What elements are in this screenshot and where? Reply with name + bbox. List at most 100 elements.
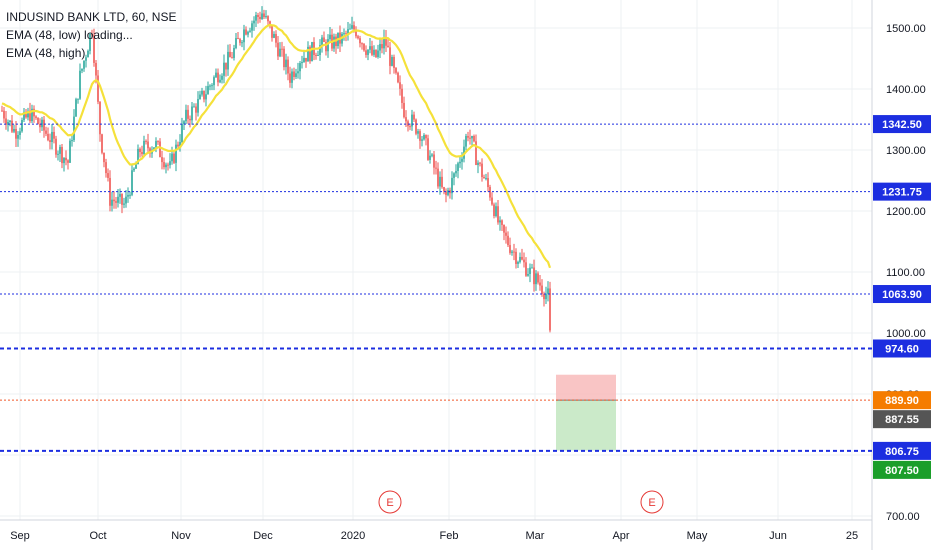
earnings-marker-icon[interactable] (640, 490, 664, 514)
candle-body (153, 147, 155, 150)
candle-body (79, 70, 81, 99)
legend-title: INDUSIND BANK LTD, 60, NSE (6, 10, 177, 24)
candle-body (417, 131, 419, 134)
candle-body (65, 157, 67, 161)
candle-body (129, 194, 131, 196)
candle-body (323, 37, 325, 43)
candle-body (81, 68, 83, 71)
candle-body (333, 36, 335, 49)
candle-body (271, 24, 273, 38)
candle-body (111, 199, 113, 206)
candle-body (175, 144, 177, 163)
candle-body (421, 139, 423, 141)
candle-body (249, 30, 251, 32)
candle-body (7, 121, 9, 125)
candle-body (155, 141, 157, 148)
candle-body (365, 50, 367, 55)
candle-body (109, 177, 111, 206)
candle-body (135, 164, 137, 169)
candle-body (381, 44, 383, 49)
candle-body (423, 135, 425, 140)
candle-body (55, 138, 57, 155)
y-tick-label: 1300.00 (886, 145, 926, 157)
y-tick-label: 1400.00 (886, 84, 926, 96)
candle-body (399, 82, 401, 89)
candle-body (273, 33, 275, 38)
candle-body (477, 162, 479, 165)
candle-body (375, 49, 377, 57)
target-zone[interactable] (556, 400, 616, 451)
price-badge: 807.50 (873, 460, 931, 479)
candle-body (45, 130, 47, 134)
candle-body (69, 140, 71, 163)
candle-body (293, 71, 295, 77)
candle-body (239, 38, 241, 43)
candle-body (439, 176, 441, 187)
candle-body (93, 35, 95, 63)
candle-body (481, 163, 483, 178)
candle-body (157, 141, 159, 143)
x-tick-label: Dec (253, 530, 273, 542)
candle-body (397, 72, 399, 83)
candle-body (409, 126, 411, 128)
candle-body (227, 51, 229, 70)
candle-body (525, 262, 527, 276)
candle-body (517, 261, 519, 264)
candle-body (259, 16, 261, 20)
candle-body (9, 120, 11, 122)
candle-body (543, 293, 545, 300)
candle-body (515, 251, 517, 264)
stop-zone[interactable] (556, 374, 616, 401)
candle-body (125, 196, 127, 204)
candle-body (493, 204, 495, 217)
y-tick-label: 700.00 (886, 511, 920, 523)
candle-body (353, 25, 355, 30)
candle-body (307, 46, 309, 62)
candle-body (359, 38, 361, 44)
candle-body (539, 282, 541, 286)
candle-body (529, 267, 531, 274)
candle-body (149, 148, 151, 154)
earnings-marker-icon[interactable] (378, 490, 402, 514)
candle-body (51, 131, 53, 143)
candle-body (405, 117, 407, 122)
candle-body (367, 49, 369, 55)
legend-ema-low: EMA (48, low) loading... (6, 28, 133, 42)
candle-body (17, 134, 19, 139)
candle-body (319, 45, 321, 55)
candle-body (451, 177, 453, 194)
candle-body (247, 31, 249, 35)
candle-body (235, 38, 237, 48)
candle-body (85, 57, 87, 61)
candle-body (355, 29, 357, 37)
candle-body (77, 98, 79, 100)
x-tick-label: Sep (10, 530, 30, 542)
candle-body (223, 62, 225, 76)
candle-body (453, 173, 455, 178)
candle-body (327, 39, 329, 52)
candle-body (413, 114, 415, 120)
candle-body (533, 267, 535, 285)
candle-body (513, 251, 515, 253)
candle-body (279, 48, 281, 57)
candle-body (503, 224, 505, 233)
candle-body (145, 140, 147, 142)
candle-body (535, 273, 537, 285)
candle-body (197, 98, 199, 113)
candle-body (187, 109, 189, 119)
price-badge: 889.90 (873, 391, 931, 410)
price-badge: 931.65 (872, 365, 932, 385)
candle-body (47, 133, 49, 141)
candle-body (387, 45, 389, 48)
candle-body (461, 158, 463, 162)
price-badge-bg (872, 365, 932, 385)
legend: INDUSIND BANK LTD, 60, NSE EMA (48, low)… (6, 8, 176, 62)
candle-body (189, 118, 191, 121)
candle-body (495, 206, 497, 217)
candle-body (371, 46, 373, 55)
candle-body (245, 29, 247, 35)
candle-body (391, 56, 393, 66)
